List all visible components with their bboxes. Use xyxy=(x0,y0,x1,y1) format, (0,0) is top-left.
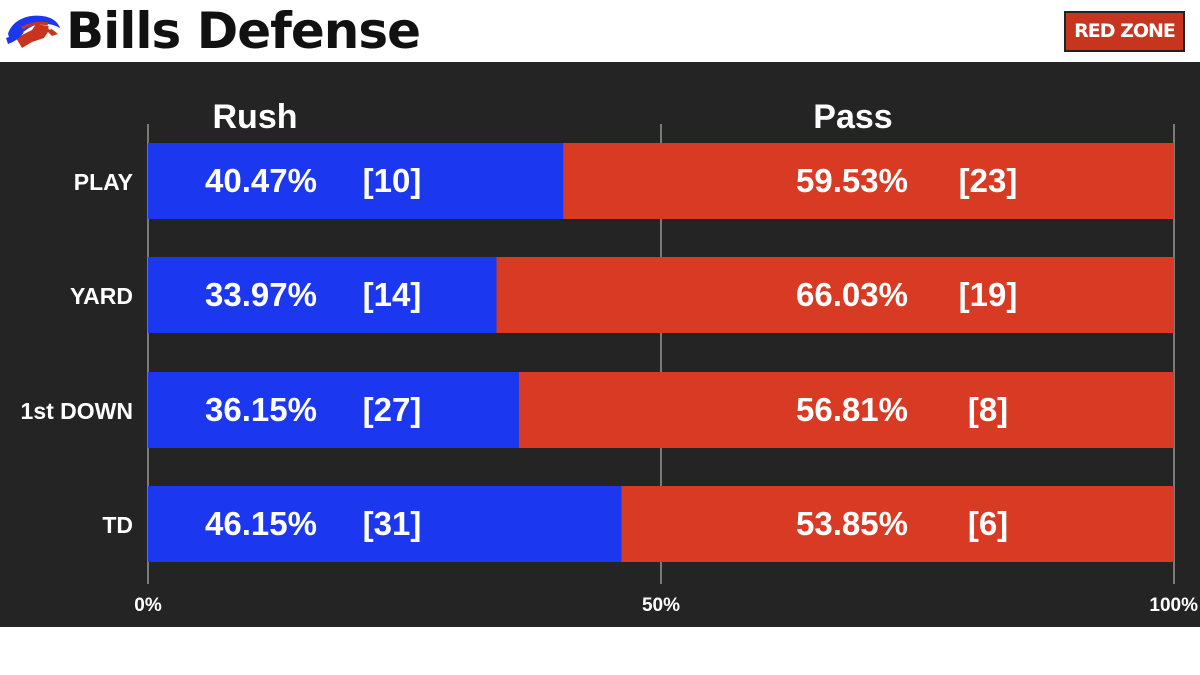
header: Bills Defense RED ZONE xyxy=(0,0,1200,62)
page-title: Bills Defense xyxy=(66,2,421,60)
rush-percent-label: 46.15% xyxy=(205,505,317,542)
pass-percent-label: 66.03% xyxy=(796,276,908,313)
rush-rank-label: [31] xyxy=(363,505,422,542)
category-label: PLAY xyxy=(74,169,133,195)
bar-rush-0 xyxy=(148,143,564,219)
rush-percent-label: 33.97% xyxy=(205,276,317,313)
bar-rush-3 xyxy=(148,486,622,562)
pass-percent-label: 53.85% xyxy=(796,505,908,542)
pass-percent-label: 56.81% xyxy=(796,391,908,428)
category-label: YARD xyxy=(70,283,133,309)
rush-percent-label: 36.15% xyxy=(205,391,317,428)
footer xyxy=(0,627,1200,675)
rush-rank-label: [10] xyxy=(363,162,422,199)
pass-rank-label: [8] xyxy=(968,391,1008,428)
bar-pass-0 xyxy=(563,143,1174,219)
bar-pass-2 xyxy=(518,372,1174,448)
stacked-bar-chart: Rush Pass PLAY 40.47% [10] 59.53% [23] YARD 33.9… xyxy=(21,98,1199,616)
red-zone-badge: RED ZONE xyxy=(1064,11,1185,52)
pass-rank-label: [19] xyxy=(959,276,1018,313)
buffalo-logo-icon xyxy=(6,15,60,48)
category-label: 1st DOWN xyxy=(21,398,133,424)
rush-rank-label: [27] xyxy=(363,391,422,428)
bar-pass-1 xyxy=(496,257,1174,333)
bar-rush-1 xyxy=(148,257,497,333)
bar-pass-3 xyxy=(621,486,1174,562)
x-tick-label: 50% xyxy=(642,595,680,616)
bar-rush-2 xyxy=(148,372,519,448)
rush-rank-label: [14] xyxy=(363,276,422,313)
pass-rank-label: [6] xyxy=(968,505,1008,542)
pass-percent-label: 59.53% xyxy=(796,162,908,199)
column-header-pass: Pass xyxy=(813,98,892,136)
chart-panel: Rush Pass PLAY 40.47% [10] 59.53% [23] YARD 33.9… xyxy=(0,62,1200,627)
category-label: TD xyxy=(102,512,133,538)
x-tick-label: 0% xyxy=(134,595,162,616)
pass-rank-label: [23] xyxy=(959,162,1018,199)
rush-percent-label: 40.47% xyxy=(205,162,317,199)
x-tick-label: 100% xyxy=(1149,595,1198,616)
column-header-rush: Rush xyxy=(213,98,298,136)
